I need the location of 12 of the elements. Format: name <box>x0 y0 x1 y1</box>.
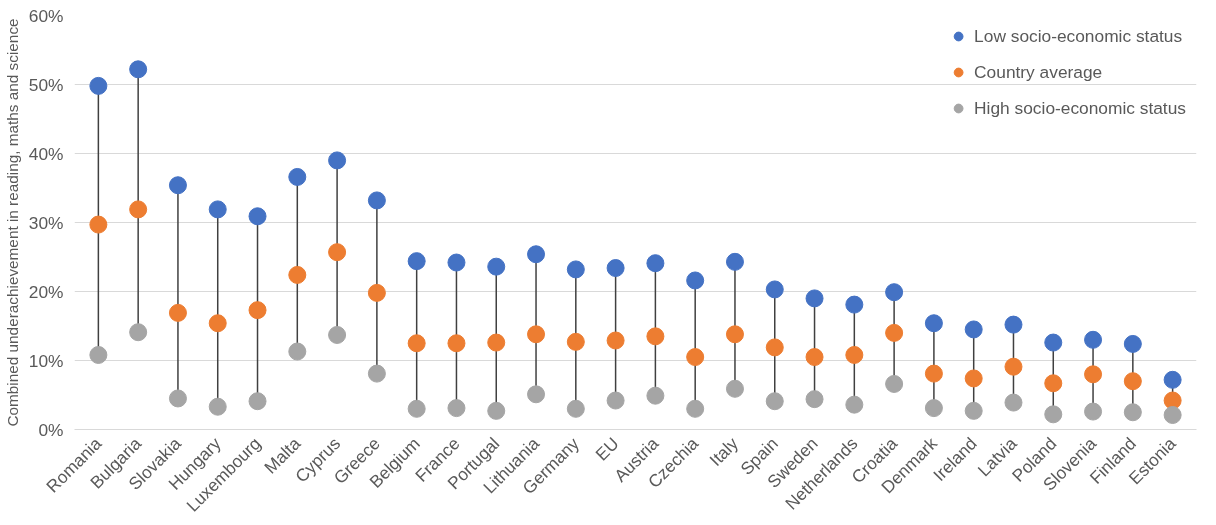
y-axis-title: Combined underachievement in reading, maths and science <box>3 18 21 427</box>
y-tick-label: 20% <box>28 281 64 302</box>
legend-label: Low socio-economic status <box>974 25 1183 47</box>
x-tick-label: EU <box>591 433 623 465</box>
y-tick-label: 60% <box>28 5 64 26</box>
y-tick-label: 0% <box>38 419 64 440</box>
y-tick-label: 50% <box>28 74 64 95</box>
legend-label: High socio-economic status <box>974 97 1186 119</box>
y-tick-label: 30% <box>28 212 64 233</box>
y-tick-label: 10% <box>28 350 64 371</box>
legend-label: Country average <box>974 61 1103 83</box>
y-tick-label: 40% <box>28 143 64 164</box>
